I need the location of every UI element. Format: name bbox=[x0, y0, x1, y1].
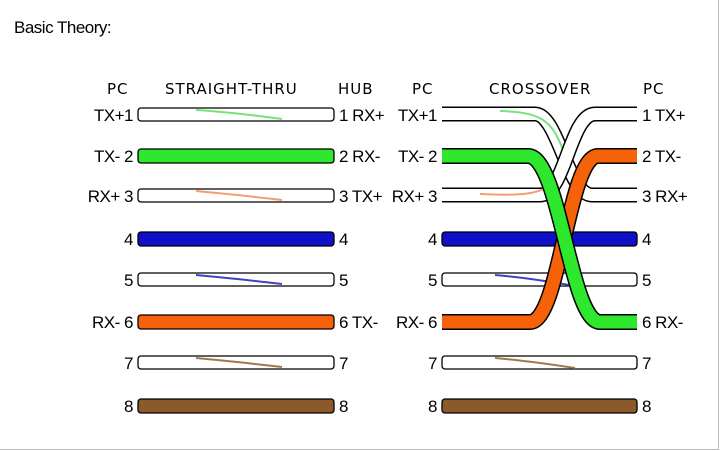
crossover-wire-5-stripe bbox=[494, 274, 576, 287]
crossover-header-pc-left: PC bbox=[412, 80, 434, 98]
straight-right-label-3: 3 TX+ bbox=[339, 187, 383, 206]
straight-header-pc: PC bbox=[107, 80, 129, 98]
crossover-right-label-1: 1 TX+ bbox=[642, 106, 686, 125]
straight-wire-7-stripe bbox=[195, 357, 283, 368]
straight-header-hub: HUB bbox=[338, 80, 374, 98]
page-title: Basic Theory: bbox=[14, 18, 112, 37]
crossover-wire-1-stripe bbox=[499, 110, 564, 151]
crossover-wire-7-stripe bbox=[494, 357, 576, 369]
crossover-left-label-5: 5 bbox=[428, 271, 437, 290]
crossover-left-labels: TX+1 TX- 2 RX+ 3 4 5 RX- 6 7 8 bbox=[392, 106, 438, 416]
crossover-left-label-8: 8 bbox=[428, 397, 437, 416]
straight-wire-6 bbox=[137, 314, 335, 330]
straight-left-label-5: 5 bbox=[124, 271, 133, 290]
straight-wire-4 bbox=[137, 231, 335, 247]
crossover-right-label-2: 2 TX- bbox=[642, 147, 681, 166]
straight-wires bbox=[137, 107, 335, 414]
crossover-left-label-6: RX- 6 bbox=[396, 313, 437, 332]
straight-header-title: STRAIGHT-THRU bbox=[165, 80, 298, 98]
straight-right-label-5: 5 bbox=[339, 271, 348, 290]
crossover-wire-3-fill bbox=[442, 108, 637, 201]
crossover-right-labels: 1 TX+ 2 TX- 3 RX+ 4 5 6 RX- 7 8 bbox=[642, 106, 688, 416]
crossover-right-label-3: 3 RX+ bbox=[642, 187, 688, 206]
crossover-wire-4 bbox=[441, 231, 638, 247]
straight-right-label-7: 7 bbox=[339, 354, 348, 373]
crossover-right-label-8: 8 bbox=[642, 397, 651, 416]
straight-wire-3-stripe bbox=[195, 190, 283, 201]
crossover-right-label-4: 4 bbox=[642, 230, 651, 249]
crossover-left-label-7: 7 bbox=[428, 354, 437, 373]
straight-wire-8 bbox=[137, 398, 335, 414]
straight-wire-1 bbox=[137, 107, 335, 122]
crossover-wires bbox=[441, 106, 638, 414]
straight-right-label-8: 8 bbox=[339, 397, 348, 416]
straight-wire-2 bbox=[137, 148, 335, 164]
straight-left-labels: TX+1 TX- 2 RX+ 3 4 5 RX- 6 7 8 bbox=[88, 106, 134, 416]
crossover-header-pc-right: PC bbox=[643, 80, 665, 98]
crossover-left-label-3: RX+ 3 bbox=[392, 187, 437, 206]
crossover-right-label-5: 5 bbox=[642, 271, 651, 290]
straight-left-label-8: 8 bbox=[124, 397, 133, 416]
crossover-left-label-4: 4 bbox=[428, 230, 437, 249]
crossover-right-label-6: 6 RX- bbox=[642, 313, 683, 332]
crossover-wire-2-fill bbox=[442, 149, 637, 329]
straight-left-label-2: TX- 2 bbox=[94, 147, 133, 166]
crossover-right-label-7: 7 bbox=[642, 354, 651, 373]
straight-left-label-6: RX- 6 bbox=[92, 313, 133, 332]
crossover-wire-8 bbox=[441, 398, 638, 414]
straight-wire-1-stripe bbox=[195, 109, 283, 120]
straight-right-labels: 1 RX+ 2 RX- 3 TX+ 4 5 6 TX- 7 8 bbox=[339, 106, 385, 416]
straight-right-label-1: 1 RX+ bbox=[339, 106, 385, 125]
crossover-header-title: CROSSOVER bbox=[489, 80, 591, 98]
crossover-left-label-2: TX- 2 bbox=[398, 147, 437, 166]
straight-wire-5-stripe bbox=[195, 274, 283, 285]
straight-right-label-4: 4 bbox=[339, 230, 348, 249]
straight-left-label-4: 4 bbox=[124, 230, 133, 249]
straight-right-label-2: 2 RX- bbox=[339, 147, 380, 166]
straight-left-label-3: RX+ 3 bbox=[88, 187, 133, 206]
straight-right-label-6: 6 TX- bbox=[339, 313, 378, 332]
straight-left-label-1: TX+1 bbox=[94, 106, 133, 125]
crossover-left-label-1: TX+1 bbox=[398, 106, 437, 125]
straight-left-label-7: 7 bbox=[124, 354, 133, 373]
